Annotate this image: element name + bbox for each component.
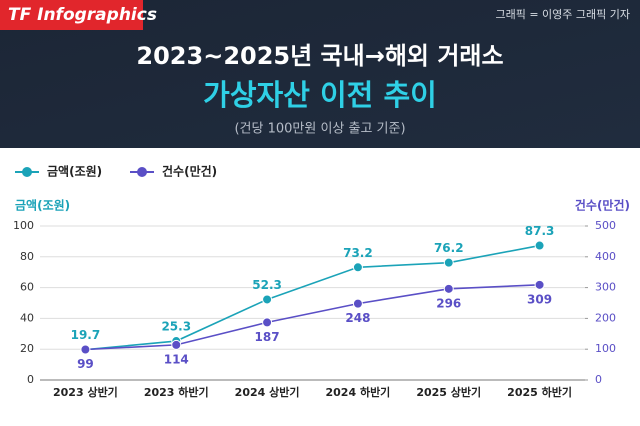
y-tick-label: 80 <box>20 250 34 263</box>
chart-title: 2023~2025년 국내→해외 거래소 <box>136 42 503 70</box>
chart-subtitle: 가상자산 이전 추이 <box>203 78 437 112</box>
y2-tick-label: 200 <box>595 311 616 324</box>
data-point <box>534 240 545 251</box>
y-tick-label: 0 <box>27 373 34 386</box>
data-label: 248 <box>345 311 370 325</box>
y2-axis-title: 건수(만건) <box>575 198 630 213</box>
data-point <box>443 257 454 268</box>
data-label: 52.3 <box>252 278 282 292</box>
logo-box <box>0 0 143 30</box>
data-point <box>80 344 91 355</box>
data-label: 73.2 <box>343 246 373 260</box>
data-label: 76.2 <box>434 241 464 255</box>
y-tick-label: 100 <box>13 219 34 232</box>
data-point <box>443 283 454 294</box>
chart-note: (건당 100만원 이상 출고 기준) <box>234 122 405 137</box>
x-tick-label: 2023 하반기 <box>144 385 209 399</box>
brand: TF Infographics <box>8 5 157 25</box>
data-point <box>534 279 545 290</box>
x-tick-label: 2025 상반기 <box>416 385 481 399</box>
series-line <box>85 284 540 351</box>
data-point <box>352 262 363 273</box>
legend-marker <box>137 167 147 177</box>
data-label: 296 <box>436 296 461 310</box>
y2-tick-label: 0 <box>595 373 602 386</box>
x-tick-label: 2023 상반기 <box>53 385 118 399</box>
y2-tick-label: 300 <box>595 281 616 294</box>
data-point <box>262 294 273 305</box>
series-line <box>85 244 540 351</box>
data-point <box>171 339 182 350</box>
legend-marker <box>22 167 32 177</box>
data-label: 187 <box>255 330 280 344</box>
legend-label: 금액(조원) <box>47 165 102 179</box>
y2-tick-label: 100 <box>595 342 616 355</box>
legend-label: 건수(만건) <box>162 164 217 179</box>
data-label: 25.3 <box>161 320 191 334</box>
y-axis-title: 금액(조원) <box>15 199 70 213</box>
data-label: 19.7 <box>71 328 101 342</box>
data-label: 309 <box>527 292 552 306</box>
credit: 그래픽 = 이영주 그래픽 기자 <box>495 8 630 21</box>
y-tick-label: 20 <box>20 342 34 355</box>
y-tick-label: 60 <box>20 281 34 294</box>
x-tick-label: 2024 상반기 <box>235 385 300 399</box>
y2-tick-label: 500 <box>595 219 616 232</box>
data-point <box>352 298 363 309</box>
x-tick-label: 2024 하반기 <box>326 385 391 399</box>
data-label: 99 <box>77 357 94 371</box>
data-label: 87.3 <box>525 224 555 238</box>
x-tick-label: 2025 하반기 <box>507 385 572 399</box>
data-point <box>262 317 273 328</box>
data-label: 114 <box>164 352 189 366</box>
y2-tick-label: 400 <box>595 250 616 263</box>
y-tick-label: 40 <box>20 311 34 324</box>
